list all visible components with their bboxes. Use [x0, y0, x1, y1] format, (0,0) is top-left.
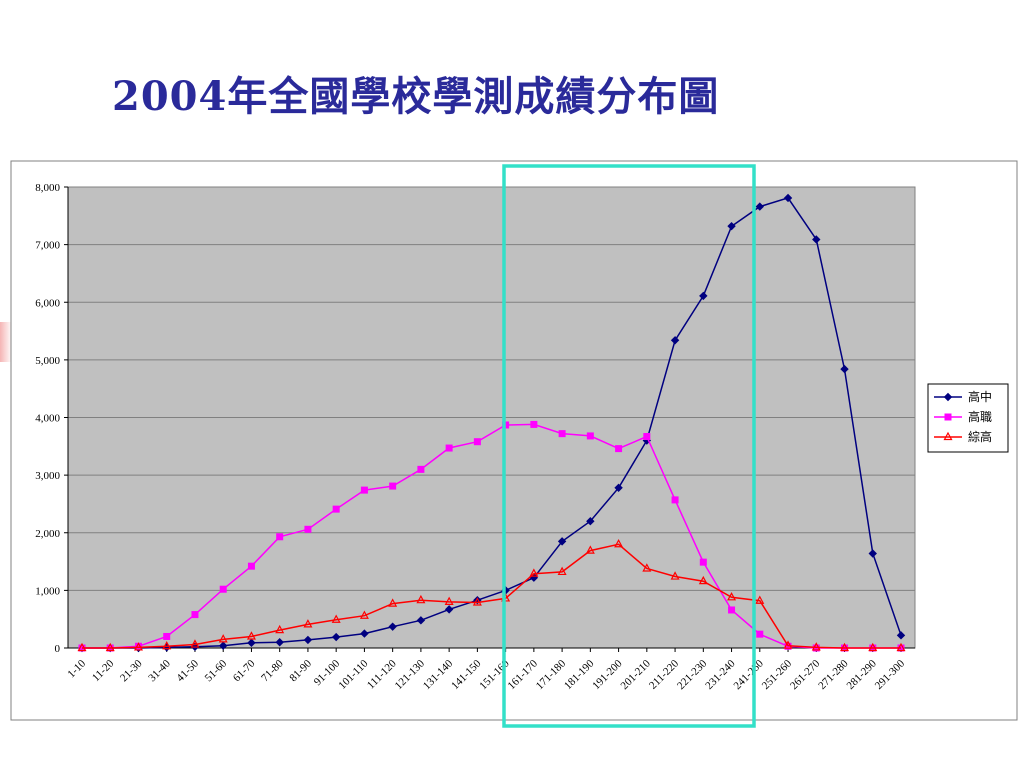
data-point-series-1 [812, 235, 821, 244]
data-point-series-1 [670, 336, 680, 345]
data-point-series-2 [473, 438, 481, 446]
data-point-series-3 [190, 639, 200, 648]
data-point-series-1 [247, 638, 256, 648]
data-point-series-3 [77, 642, 87, 652]
legend [927, 383, 1009, 453]
data-point-series-3 [246, 631, 256, 640]
slide-title: 2004年全國學校學測成績分布圖 [112, 73, 720, 120]
data-point-series-3 [388, 598, 398, 607]
data-point-series-1 [331, 632, 341, 642]
data-point-series-1 [416, 616, 426, 625]
data-point-series-3 [444, 596, 454, 606]
data-point-series-1 [840, 364, 849, 374]
data-point-series-3 [472, 597, 482, 606]
y-tick-label: 5,000 [35, 355, 60, 367]
data-point-series-1 [444, 605, 454, 614]
data-point-series-2 [728, 606, 736, 614]
y-tick-label: 6,000 [35, 297, 60, 309]
data-point-series-2 [671, 496, 679, 504]
data-point-series-2 [191, 611, 199, 619]
data-point-series-3 [840, 642, 850, 652]
data-point-series-1 [755, 202, 765, 211]
data-point-series-3 [557, 566, 567, 576]
legend-label-series-2: 高職 [968, 409, 992, 424]
data-point-series-2 [756, 630, 764, 638]
y-tick-label: 0 [55, 643, 61, 655]
data-point-series-2 [586, 432, 594, 440]
data-point-series-3 [275, 624, 285, 634]
legend-label-series-3: 綜高 [968, 429, 992, 444]
data-point-series-1 [557, 537, 567, 546]
data-point-series-3 [642, 563, 652, 572]
data-point-series-2 [389, 482, 397, 490]
data-point-series-3 [868, 642, 878, 652]
series-line-3 [82, 543, 901, 649]
series-line-1 [82, 197, 902, 649]
legend-marker [944, 413, 952, 421]
data-point-series-2 [530, 420, 538, 428]
data-point-series-3 [133, 642, 143, 651]
y-tick-label: 8,000 [35, 182, 60, 194]
data-point-series-1 [614, 483, 623, 493]
y-tick-label: 7,000 [35, 240, 60, 252]
legend-marker [943, 431, 953, 441]
data-point-series-1 [275, 638, 284, 647]
highlight-box [502, 164, 756, 728]
data-point-series-1 [303, 635, 313, 645]
data-point-series-3 [585, 545, 595, 554]
data-point-series-2 [247, 562, 255, 570]
data-point-series-2 [276, 533, 284, 541]
data-point-series-2 [558, 430, 566, 438]
data-point-series-2 [445, 444, 453, 452]
data-point-series-3 [416, 594, 426, 604]
data-point-series-3 [105, 642, 115, 652]
data-point-series-3 [218, 634, 228, 643]
data-point-series-2 [699, 558, 707, 566]
data-point-series-3 [331, 614, 341, 623]
data-point-series-3 [162, 641, 172, 650]
data-point-series-3 [896, 642, 906, 652]
data-point-series-3 [698, 575, 708, 585]
data-point-series-1 [896, 631, 906, 640]
data-point-series-2 [163, 632, 171, 640]
data-point-series-2 [360, 486, 368, 494]
data-point-series-1 [868, 549, 877, 558]
legend-marker [943, 392, 953, 402]
data-point-series-3 [755, 595, 765, 604]
data-point-series-2 [304, 525, 312, 533]
data-point-series-3 [529, 568, 539, 577]
series-line-2 [82, 423, 901, 649]
y-tick-label: 1,000 [35, 585, 60, 597]
data-point-series-1 [360, 629, 369, 638]
y-tick-label: 3,000 [35, 470, 60, 482]
y-tick-label: 4,000 [35, 413, 60, 425]
data-point-series-1 [783, 193, 793, 203]
data-point-series-2 [332, 505, 340, 513]
data-point-series-1 [388, 622, 397, 631]
data-point-series-2 [615, 445, 623, 453]
legend-label-series-1: 高中 [968, 389, 992, 404]
data-point-series-3 [670, 571, 680, 580]
data-point-series-3 [359, 610, 369, 619]
data-point-series-3 [811, 642, 821, 651]
left-edge-accent [0, 322, 12, 362]
data-point-series-3 [783, 640, 793, 649]
data-point-series-3 [614, 539, 624, 548]
y-tick-label: 2,000 [35, 528, 60, 540]
data-point-series-1 [586, 517, 595, 526]
data-point-series-2 [219, 585, 227, 593]
data-point-series-1 [699, 291, 708, 301]
data-point-series-3 [727, 592, 737, 601]
data-point-series-2 [417, 465, 425, 473]
data-point-series-2 [643, 433, 651, 441]
data-point-series-3 [303, 619, 313, 628]
data-point-series-1 [218, 641, 228, 650]
data-point-series-1 [727, 221, 736, 231]
